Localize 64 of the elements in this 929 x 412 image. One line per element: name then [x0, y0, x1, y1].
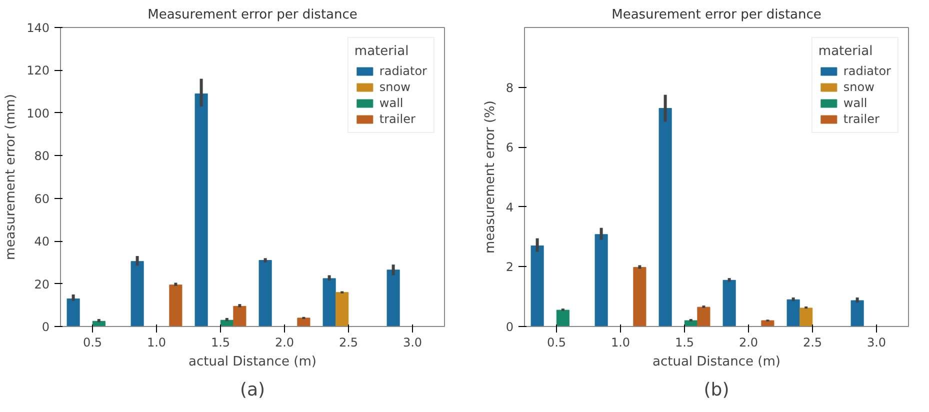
y-tick-label: 80	[34, 149, 50, 164]
x-axis-title: actual Distance (m)	[188, 354, 316, 370]
y-tick-label: 20	[34, 277, 50, 292]
x-tick-label: 3.0	[866, 336, 886, 350]
bar	[633, 267, 646, 326]
bar	[722, 280, 736, 326]
bar	[594, 234, 608, 326]
bar	[800, 308, 813, 326]
x-tick-label: 0.5	[82, 336, 102, 350]
bar	[850, 300, 864, 326]
bar	[297, 318, 310, 326]
x-tick-label: 3.0	[402, 336, 422, 350]
bar	[233, 306, 246, 326]
x-tick-label: 2.0	[738, 336, 758, 350]
bar	[130, 261, 144, 326]
text: (b)	[704, 380, 730, 400]
legend-label: trailer	[843, 112, 880, 126]
y-axis-title: measurement error (mm)	[4, 94, 19, 260]
x-tick-label: 0.5	[546, 336, 566, 350]
x-tick-label: 2.5	[802, 336, 822, 350]
y-tick-label: 60	[34, 192, 50, 206]
y-tick-label: 2	[506, 260, 514, 274]
y-tick-label: 0	[42, 320, 50, 334]
legend-label: wall	[843, 96, 868, 110]
bar	[336, 292, 349, 326]
legend-title: material	[818, 44, 874, 59]
x-tick-label: 1.5	[674, 336, 694, 350]
x-tick-label: 2.5	[338, 336, 358, 350]
x-tick-label: 2.0	[274, 336, 294, 350]
y-tick-label: 8	[506, 80, 514, 95]
y-tick-label: 6	[506, 140, 514, 155]
bar	[258, 260, 272, 326]
bar	[386, 270, 400, 326]
x-tick-label: 1.0	[146, 336, 166, 350]
y-axis-title: measurement error (%)	[482, 100, 498, 254]
y-tick-label: 0	[506, 320, 514, 334]
bar	[194, 93, 208, 326]
chart-title: Measurement error per distance	[148, 8, 358, 22]
legend-label: snow	[843, 80, 874, 94]
bar	[66, 298, 80, 326]
bar	[530, 246, 544, 326]
x-tick-label: 1.0	[610, 336, 630, 350]
bar	[697, 306, 710, 326]
bar	[169, 284, 182, 326]
bar	[322, 278, 336, 326]
y-tick-label: 140	[26, 21, 50, 35]
chart-title: Measurement error per distance	[612, 8, 822, 22]
bar	[786, 299, 800, 326]
bar	[761, 320, 774, 326]
legend-label: wall	[379, 96, 404, 110]
legend-label: trailer	[379, 112, 416, 126]
x-axis-title: actual Distance (m)	[652, 354, 780, 370]
y-tick-label: 100	[26, 106, 50, 120]
legend-title: material	[354, 44, 410, 59]
bar	[556, 310, 570, 326]
legend-label: snow	[379, 80, 410, 94]
y-tick-label: 40	[34, 234, 50, 249]
legend-label: radiator	[843, 64, 891, 78]
y-tick-label: 120	[26, 64, 50, 78]
x-tick-label: 1.5	[210, 336, 230, 350]
legend-label: radiator	[379, 64, 427, 78]
y-tick-label: 4	[506, 200, 514, 214]
text: (a)	[240, 380, 266, 400]
bar	[658, 108, 672, 326]
